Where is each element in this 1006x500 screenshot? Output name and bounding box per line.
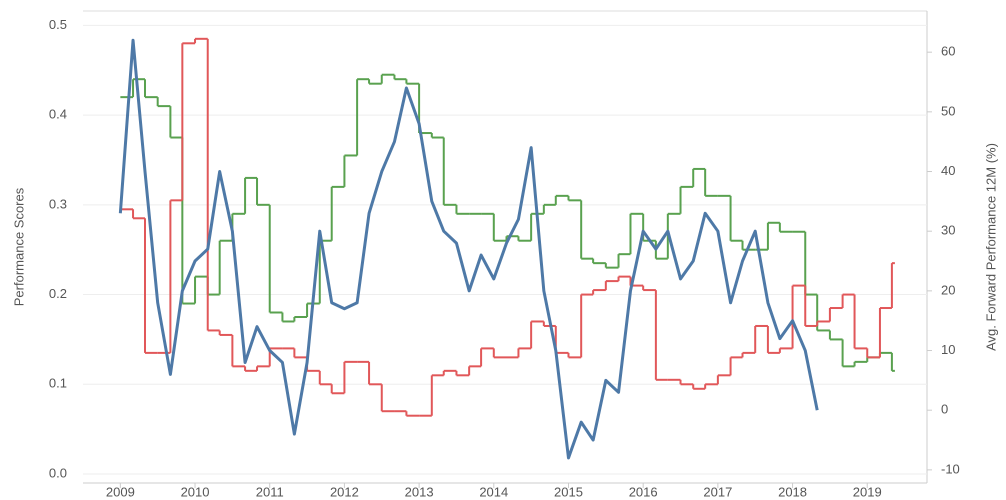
x-tick-label: 2012 xyxy=(330,484,359,499)
x-tick-label: 2015 xyxy=(554,484,583,499)
y2-tick-label: 60 xyxy=(941,44,955,59)
step-riser xyxy=(132,38,893,416)
y-tick-label: 0.5 xyxy=(49,17,67,32)
x-tick-label: 2016 xyxy=(629,484,658,499)
y2-tick-label: 0 xyxy=(941,402,948,417)
x-tick-label: 2013 xyxy=(405,484,434,499)
x-tick-label: 2017 xyxy=(703,484,732,499)
y-tick-label: 0.4 xyxy=(49,107,67,122)
y2-axis-label: Avg. Forward Performance 12M (%) xyxy=(983,143,998,351)
x-tick-label: 2018 xyxy=(778,484,807,499)
x-tick-label: 2019 xyxy=(853,484,882,499)
y-axis-label: Performance Scores xyxy=(11,187,26,306)
y-tick-label: 0.1 xyxy=(49,376,67,391)
series-line xyxy=(118,38,819,460)
y2-tick-label: 40 xyxy=(941,163,955,178)
y-tick-label: 0.0 xyxy=(49,465,67,480)
y2-tick-label: 20 xyxy=(941,282,955,297)
y2-tick-label: 30 xyxy=(941,223,955,238)
y2-tick-label: -10 xyxy=(941,461,960,476)
y-tick-label: 0.2 xyxy=(49,286,67,301)
y2-tick-label: 50 xyxy=(941,103,955,118)
y2-tick-label: 10 xyxy=(941,342,955,357)
x-tick-label: 2014 xyxy=(479,484,508,499)
y-tick-label: 0.3 xyxy=(49,196,67,211)
x-tick-label: 2009 xyxy=(106,484,135,499)
x-tick-label: 2010 xyxy=(181,484,210,499)
x-tick-label: 2011 xyxy=(256,484,284,499)
